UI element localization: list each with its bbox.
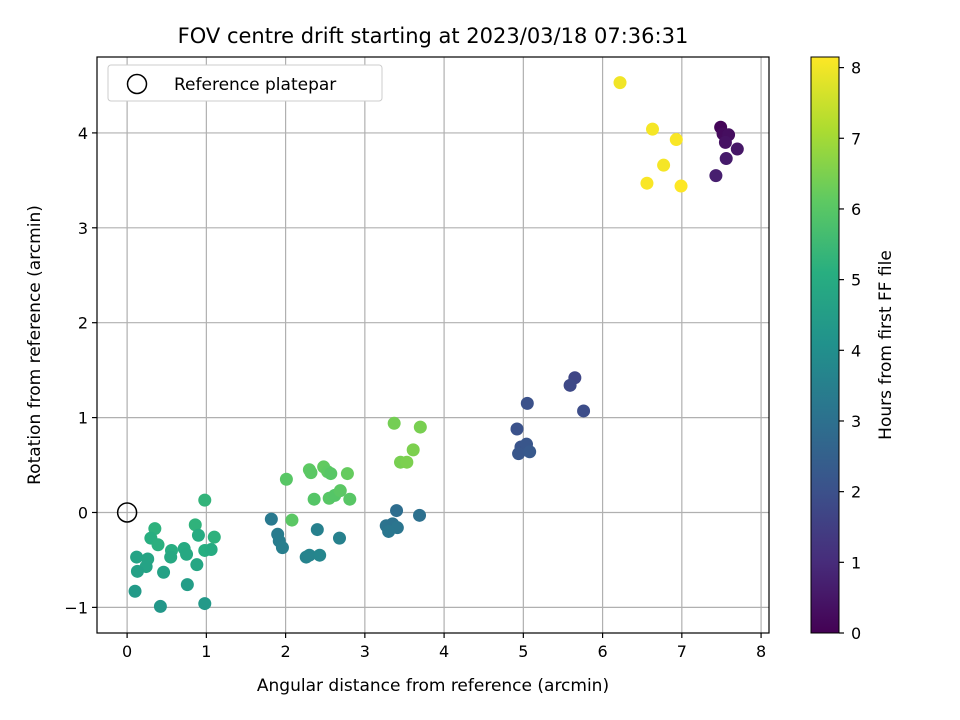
data-point bbox=[719, 152, 733, 166]
data-point bbox=[390, 504, 404, 518]
data-point bbox=[198, 493, 212, 507]
data-point bbox=[406, 443, 420, 457]
plot-frame bbox=[96, 56, 770, 634]
y-tick-label: 3 bbox=[78, 219, 88, 238]
data-point bbox=[520, 396, 534, 410]
data-point bbox=[275, 541, 289, 555]
colorbar-tick-label: 4 bbox=[851, 341, 861, 360]
colorbar: 0 1 2 3 4 5 6 7 8 Hours from first FF file bbox=[810, 56, 896, 643]
data-point bbox=[204, 542, 218, 556]
y-tick-label: 4 bbox=[78, 124, 88, 143]
legend-label-reference-platepar: Reference platepar bbox=[174, 75, 336, 95]
colorbar-tick-label: 6 bbox=[851, 200, 861, 219]
data-point bbox=[640, 176, 654, 190]
reference-platepar-marker bbox=[116, 502, 138, 523]
data-point bbox=[709, 169, 723, 183]
data-point bbox=[613, 76, 627, 90]
data-point bbox=[279, 472, 293, 486]
data-point bbox=[332, 531, 346, 545]
data-point bbox=[190, 558, 204, 572]
data-point bbox=[313, 548, 327, 562]
y-tick-label: −1 bbox=[64, 598, 88, 617]
data-point bbox=[510, 422, 524, 436]
x-axis-ticks: 0 1 2 3 4 5 6 7 8 bbox=[122, 633, 766, 661]
y-tick-label: 0 bbox=[78, 503, 88, 522]
data-points bbox=[128, 76, 744, 613]
x-tick-label: 4 bbox=[439, 642, 449, 661]
data-point bbox=[191, 528, 205, 542]
x-tick-label: 2 bbox=[281, 642, 291, 661]
colorbar-gradient bbox=[810, 56, 840, 634]
x-tick-label: 7 bbox=[677, 642, 687, 661]
data-point bbox=[310, 523, 324, 537]
x-tick-label: 1 bbox=[201, 642, 211, 661]
data-point bbox=[198, 597, 212, 611]
legend-open-circle-icon bbox=[126, 73, 148, 95]
data-point bbox=[157, 565, 171, 579]
x-tick-label: 5 bbox=[518, 642, 528, 661]
data-point bbox=[207, 530, 221, 544]
data-point bbox=[164, 550, 178, 564]
y-tick-label: 2 bbox=[78, 314, 88, 333]
colorbar-tick-label: 0 bbox=[851, 624, 861, 643]
data-point bbox=[400, 455, 414, 469]
data-point bbox=[180, 547, 194, 561]
data-point bbox=[387, 416, 401, 430]
data-point bbox=[382, 524, 396, 538]
data-point bbox=[718, 135, 732, 149]
data-point bbox=[413, 508, 427, 522]
data-point bbox=[151, 538, 165, 552]
y-axis-ticks: −1 0 1 2 3 4 bbox=[64, 124, 97, 617]
legend-box bbox=[107, 64, 383, 102]
data-point bbox=[413, 420, 427, 434]
data-point bbox=[343, 492, 357, 506]
data-point bbox=[577, 404, 591, 418]
data-point bbox=[657, 158, 671, 172]
data-point bbox=[646, 122, 660, 136]
colorbar-tick-label: 3 bbox=[851, 412, 861, 431]
y-axis-label: Rotation from reference (arcmin) bbox=[25, 205, 45, 485]
data-point bbox=[285, 513, 299, 527]
data-point bbox=[674, 179, 688, 193]
data-point bbox=[304, 466, 318, 480]
colorbar-tick-label: 7 bbox=[851, 129, 861, 148]
colorbar-tick-label: 8 bbox=[851, 59, 861, 78]
data-point bbox=[130, 564, 144, 578]
colorbar-ticks: 0 1 2 3 4 5 6 7 8 bbox=[839, 59, 861, 643]
data-point bbox=[512, 447, 526, 461]
data-point bbox=[180, 578, 194, 592]
x-tick-label: 6 bbox=[597, 642, 607, 661]
x-tick-label: 3 bbox=[360, 642, 370, 661]
data-point bbox=[130, 550, 144, 564]
data-point bbox=[669, 133, 683, 147]
data-point bbox=[153, 599, 167, 613]
data-point bbox=[188, 518, 202, 532]
y-tick-label: 1 bbox=[78, 409, 88, 428]
colorbar-label: Hours from first FF file bbox=[876, 250, 896, 440]
colorbar-tick-label: 2 bbox=[851, 483, 861, 502]
data-point bbox=[340, 467, 354, 481]
data-point bbox=[333, 484, 347, 498]
grid-lines bbox=[97, 57, 769, 633]
colorbar-tick-label: 5 bbox=[851, 271, 861, 290]
x-tick-label: 8 bbox=[756, 642, 766, 661]
chart-title: FOV centre drift starting at 2023/03/18 … bbox=[178, 24, 689, 48]
data-point bbox=[324, 467, 338, 481]
data-point bbox=[730, 142, 744, 156]
data-point bbox=[307, 492, 321, 506]
data-point bbox=[302, 548, 316, 562]
x-axis-label: Angular distance from reference (arcmin) bbox=[257, 676, 609, 696]
data-point bbox=[128, 584, 142, 598]
data-point bbox=[563, 378, 577, 392]
legend: Reference platepar bbox=[107, 64, 383, 102]
colorbar-tick-label: 1 bbox=[851, 553, 861, 572]
x-tick-label: 0 bbox=[122, 642, 132, 661]
data-point bbox=[264, 512, 278, 526]
data-point bbox=[523, 445, 537, 459]
